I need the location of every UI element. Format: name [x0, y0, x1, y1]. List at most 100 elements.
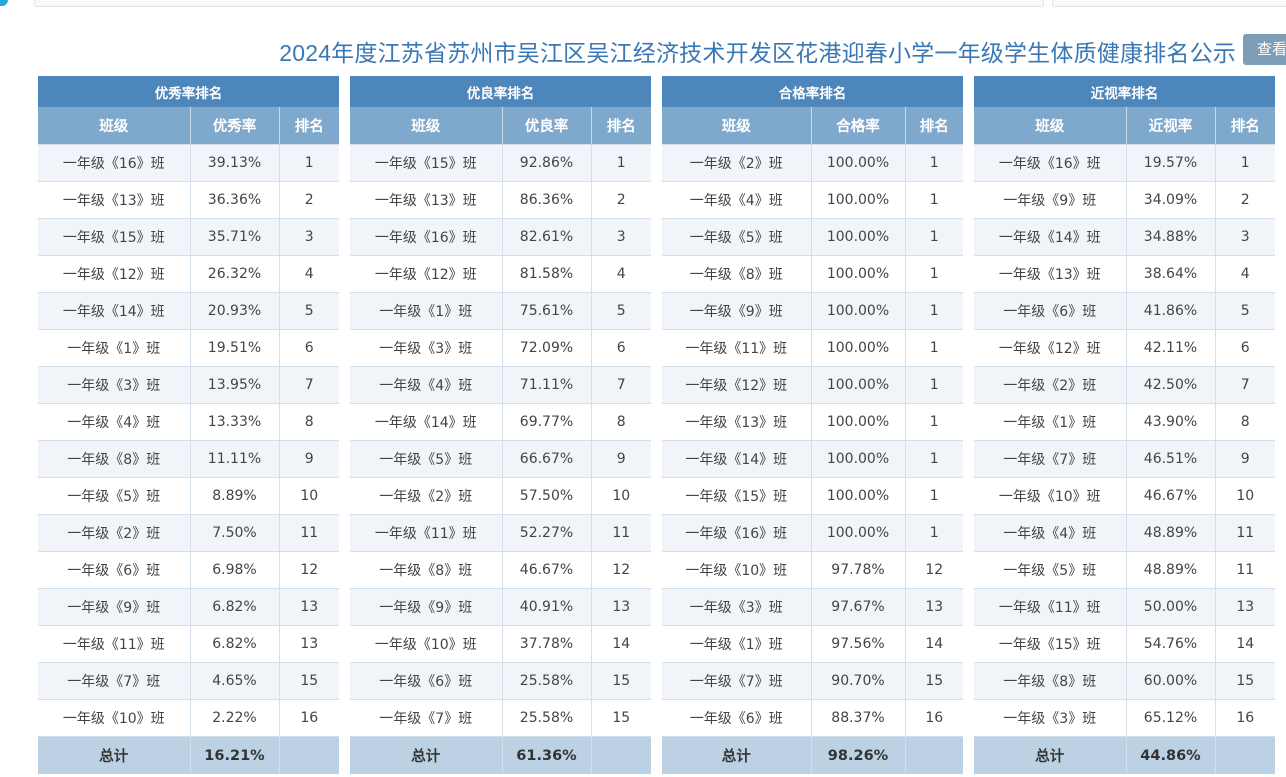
column-header[interactable]: 班级	[38, 107, 190, 145]
view-button[interactable]: 查看	[1243, 34, 1286, 65]
table-row: 一年级《1》班 43.90% 8	[974, 403, 1275, 441]
rate-cell: 100.00%	[810, 514, 905, 552]
rank-cell: 16	[278, 699, 339, 737]
class-cell: 一年级《2》班	[350, 477, 502, 515]
class-cell: 一年级《11》班	[974, 588, 1126, 626]
rate-cell: 43.90%	[1125, 403, 1215, 441]
class-cell: 一年级《6》班	[350, 662, 502, 700]
class-cell: 一年级《7》班	[974, 440, 1126, 478]
rate-cell: 19.57%	[1125, 144, 1215, 182]
column-header[interactable]: 排名	[278, 107, 339, 145]
rate-cell: 100.00%	[810, 329, 905, 367]
table-row: 一年级《9》班 6.82% 13	[38, 588, 339, 626]
rate-cell: 100.00%	[810, 292, 905, 330]
search-field[interactable]	[1052, 0, 1286, 7]
column-header[interactable]: 近视率	[1125, 107, 1215, 145]
table-row: 一年级《12》班 26.32% 4	[38, 255, 339, 293]
rank-cell: 8	[278, 403, 339, 441]
app-icon[interactable]	[0, 0, 8, 6]
class-cell: 一年级《14》班	[974, 218, 1126, 256]
table-row: 一年级《13》班 38.64% 4	[974, 255, 1275, 293]
table-excellent-rate: 优秀率排名 班级 优秀率 排名 一年级《16》班 39.13% 1 一年级《13》班 36.36…	[38, 76, 339, 774]
rank-cell: 13	[904, 588, 963, 626]
class-cell: 一年级《10》班	[662, 551, 811, 589]
rank-cell: 9	[1214, 440, 1275, 478]
table-row: 一年级《3》班 13.95% 7	[38, 366, 339, 404]
rank-cell: 8	[590, 403, 651, 441]
rank-cell: 1	[904, 440, 963, 478]
table-row: 一年级《9》班 34.09% 2	[974, 181, 1275, 219]
total-label: 总计	[350, 736, 502, 774]
class-cell: 一年级《8》班	[38, 440, 190, 478]
rank-cell: 1	[1214, 144, 1275, 182]
rate-cell: 86.36%	[501, 181, 591, 219]
table-good-rate: 优良率排名 班级 优良率 排名 一年级《15》班 92.86% 1 一年级《13》班 86.36…	[350, 76, 651, 774]
table-myopia-rate: 近视率排名 班级 近视率 排名 一年级《16》班 19.57% 1 一年级《9》班 34.09%…	[974, 76, 1275, 774]
table-row: 一年级《4》班 48.89% 11	[974, 514, 1275, 552]
table-row: 一年级《7》班 46.51% 9	[974, 440, 1275, 478]
column-header[interactable]: 班级	[662, 107, 811, 145]
rate-cell: 25.58%	[501, 699, 591, 737]
rate-cell: 82.61%	[501, 218, 591, 256]
table-row: 一年级《14》班 100.00% 1	[662, 440, 963, 478]
column-header[interactable]: 合格率	[810, 107, 905, 145]
rank-cell: 5	[278, 292, 339, 330]
rate-cell: 6.82%	[189, 625, 279, 663]
rank-cell: 13	[278, 588, 339, 626]
table-pass-rate: 合格率排名 班级 合格率 排名 一年级《2》班 100.00% 1 一年级《4》班 100.00…	[662, 76, 963, 774]
table-row: 一年级《15》班 100.00% 1	[662, 477, 963, 515]
column-header[interactable]: 班级	[974, 107, 1126, 145]
class-cell: 一年级《8》班	[662, 255, 811, 293]
address-bar[interactable]	[34, 0, 1044, 7]
rate-cell: 35.71%	[189, 218, 279, 256]
table-row: 一年级《6》班 88.37% 16	[662, 699, 963, 737]
rate-cell: 6.82%	[189, 588, 279, 626]
column-header[interactable]: 排名	[904, 107, 963, 145]
class-cell: 一年级《6》班	[974, 292, 1126, 330]
rank-cell: 4	[590, 255, 651, 293]
rank-cell: 15	[590, 662, 651, 700]
column-header[interactable]: 优良率	[501, 107, 591, 145]
class-cell: 一年级《6》班	[662, 699, 811, 737]
table-row: 一年级《10》班 37.78% 14	[350, 625, 651, 663]
column-header[interactable]: 班级	[350, 107, 502, 145]
rate-cell: 100.00%	[810, 255, 905, 293]
rank-cell: 11	[1214, 514, 1275, 552]
rate-cell: 42.50%	[1125, 366, 1215, 404]
rank-cell: 1	[904, 329, 963, 367]
rate-cell: 13.95%	[189, 366, 279, 404]
rate-cell: 2.22%	[189, 699, 279, 737]
class-cell: 一年级《5》班	[350, 440, 502, 478]
rate-cell: 8.89%	[189, 477, 279, 515]
column-header[interactable]: 优秀率	[189, 107, 279, 145]
rank-cell: 9	[278, 440, 339, 478]
column-header[interactable]: 排名	[1214, 107, 1275, 145]
total-row: 总计 44.86%	[974, 736, 1275, 774]
table-row: 一年级《15》班 35.71% 3	[38, 218, 339, 256]
rank-cell: 1	[904, 366, 963, 404]
table-row: 一年级《2》班 7.50% 11	[38, 514, 339, 552]
rate-cell: 7.50%	[189, 514, 279, 552]
rank-cell: 5	[1214, 292, 1275, 330]
rank-cell: 1	[904, 292, 963, 330]
rank-cell: 13	[590, 588, 651, 626]
rate-cell: 25.58%	[501, 662, 591, 700]
class-cell: 一年级《3》班	[974, 699, 1126, 737]
table-row: 一年级《14》班 34.88% 3	[974, 218, 1275, 256]
total-label: 总计	[662, 736, 811, 774]
table-row: 一年级《5》班 100.00% 1	[662, 218, 963, 256]
rank-cell: 7	[590, 366, 651, 404]
rate-cell: 65.12%	[1125, 699, 1215, 737]
table-row: 一年级《7》班 90.70% 15	[662, 662, 963, 700]
rank-cell: 14	[1214, 625, 1275, 663]
rate-cell: 88.37%	[810, 699, 905, 737]
column-header[interactable]: 排名	[590, 107, 651, 145]
table-row: 一年级《4》班 13.33% 8	[38, 403, 339, 441]
rate-cell: 34.88%	[1125, 218, 1215, 256]
rank-cell: 13	[278, 625, 339, 663]
table-row: 一年级《11》班 52.27% 11	[350, 514, 651, 552]
total-rate: 61.36%	[501, 736, 591, 774]
rank-cell: 2	[590, 181, 651, 219]
rate-cell: 100.00%	[810, 181, 905, 219]
rank-cell: 5	[590, 292, 651, 330]
